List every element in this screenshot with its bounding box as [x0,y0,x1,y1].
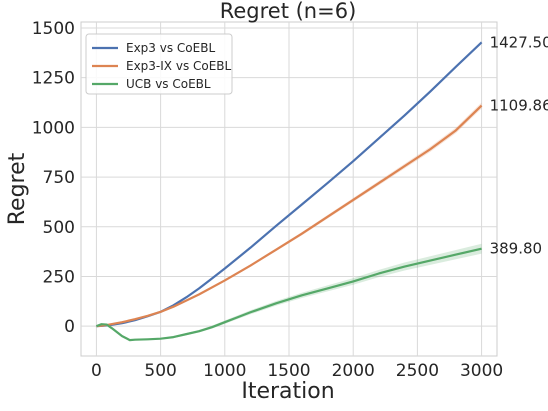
tick-labels: 0 500 1000 1500 2000 2500 3000 0 250 500 750 1000 12… [32,19,503,381]
legend-label: Exp3-IX vs CoEBL [126,59,232,73]
x-axis-label: Iteration [241,379,334,404]
x-tick-label: 500 [144,361,176,381]
legend: Exp3 vs CoEBL Exp3-IX vs CoEBL UCB vs CoEB… [85,33,233,95]
y-tick-label: 1500 [32,19,75,39]
legend-box [85,33,233,95]
series-lines [96,41,483,342]
end-value-labels: 1427.50 1109.86 389.80 [490,33,548,257]
end-value-label: 389.80 [490,240,543,258]
y-axis-label: Regret [5,152,30,225]
confidence-bands [96,40,482,341]
series-line [96,104,483,328]
y-tick-label: 0 [64,317,75,337]
y-tick-label: 500 [43,218,75,238]
chart-title: Regret (n=6) [220,0,357,23]
end-value-label: 1427.50 [490,33,548,51]
y-tick-label: 1250 [32,69,75,89]
series-band [96,243,482,341]
y-tick-label: 750 [43,168,75,188]
x-tick-label: 0 [91,361,102,381]
y-tick-label: 1000 [32,118,75,138]
x-tick-label: 1500 [267,361,310,381]
y-tick-label: 250 [43,267,75,287]
series-line [96,247,482,342]
x-tick-label: 3000 [460,361,503,381]
legend-label: Exp3 vs CoEBL [126,41,215,55]
legend-label: UCB vs CoEBL [126,77,211,91]
end-value-label: 1109.86 [490,97,548,115]
x-tick-label: 2000 [332,361,375,381]
x-tick-label: 2500 [396,361,439,381]
x-tick-label: 1000 [203,361,246,381]
